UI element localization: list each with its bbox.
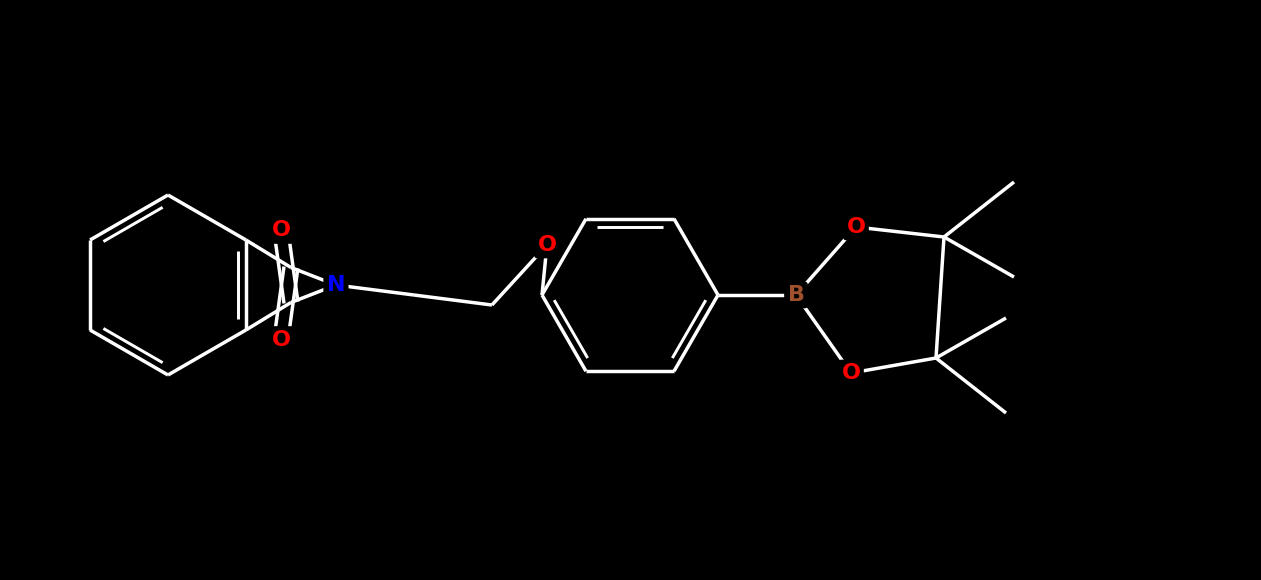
Text: B: B xyxy=(788,285,805,305)
Text: O: O xyxy=(841,363,860,383)
Text: N: N xyxy=(327,275,346,295)
Text: O: O xyxy=(537,235,556,255)
Text: O: O xyxy=(271,329,290,350)
Text: O: O xyxy=(846,217,865,237)
Text: O: O xyxy=(271,220,290,241)
